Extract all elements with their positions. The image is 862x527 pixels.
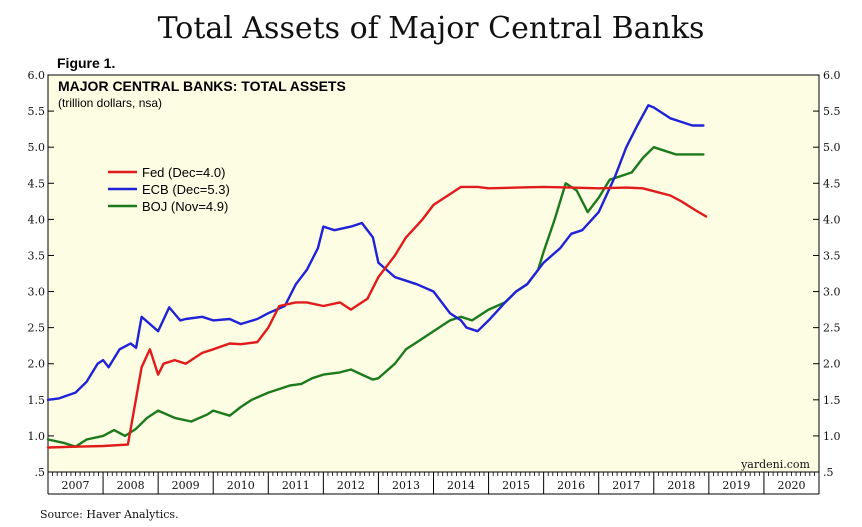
series-lines <box>46 104 708 449</box>
y-tick-label-left: 3.0 <box>28 286 46 299</box>
legend: Fed (Dec=4.0) ECB (Dec=5.3) BOJ (Nov=4.9) <box>108 165 230 214</box>
y-tick-label-left: 3.5 <box>28 249 46 262</box>
y-tick-label-right: 6.0 <box>823 69 841 82</box>
y-tick-label-left: 2.5 <box>28 322 46 335</box>
y-tick-label-right: 1.5 <box>823 394 841 407</box>
x-tick-label: 2008 <box>117 479 145 492</box>
x-tick-label: 2016 <box>557 479 585 492</box>
x-tick-label: 2019 <box>722 479 750 492</box>
series-line-boj <box>46 145 705 448</box>
y-tick-label-right: 3.0 <box>823 286 841 299</box>
x-tick-label: 2017 <box>612 479 640 492</box>
y-tick-label-right: 5.5 <box>823 105 841 118</box>
legend-label: BOJ (Nov=4.9) <box>142 199 228 214</box>
y-tick-label-left: .5 <box>35 466 46 479</box>
x-tick-label: 2013 <box>392 479 420 492</box>
x-tick-label: 2018 <box>667 479 695 492</box>
chart-title: MAJOR CENTRAL BANKS: TOTAL ASSETS <box>58 78 346 94</box>
x-tick-label: 2007 <box>62 479 90 492</box>
y-tick-label-left: 2.0 <box>28 358 46 371</box>
legend-label: ECB (Dec=5.3) <box>142 182 230 197</box>
y-tick-label-left: 4.0 <box>28 213 46 226</box>
source-note: Source: Haver Analytics. <box>40 508 179 521</box>
series-line-fed <box>46 185 708 449</box>
y-tick-label-right: .5 <box>823 466 834 479</box>
series-line-ecb <box>46 104 705 401</box>
y-tick-label-left: 1.0 <box>28 430 46 443</box>
x-axis: 2007 2008 2009 2010 2011 2012 2013 2014 2015 2016… <box>47 472 820 495</box>
legend-label: Fed (Dec=4.0) <box>142 165 225 180</box>
y-tick-label-right: 4.0 <box>823 213 841 226</box>
x-tick-label: 2009 <box>172 479 200 492</box>
page-title: Total Assets of Major Central Banks <box>158 11 705 46</box>
y-tick-label-right: 3.5 <box>823 249 841 262</box>
plot-area <box>47 74 820 473</box>
y-axis-right: .5 1.0 1.5 2.0 2.5 3.0 3.5 4.0 4.5 5.0 5.5 6.0 <box>813 69 841 479</box>
chart-subtitle: (trillion dollars, nsa) <box>58 96 162 110</box>
x-tick-label: 2010 <box>227 479 255 492</box>
x-tick-label: 2020 <box>777 479 805 492</box>
y-tick-label-left: 5.5 <box>28 105 46 118</box>
y-tick-label-left: 1.5 <box>28 394 46 407</box>
x-tick-label: 2015 <box>502 479 530 492</box>
y-axis-left: .5 1.0 1.5 2.0 2.5 3.0 3.5 4.0 4.5 5.0 5.5 6.0 <box>28 69 54 479</box>
y-tick-label-right: 5.0 <box>823 141 841 154</box>
figure-label: Figure 1. <box>57 55 115 71</box>
y-tick-label-right: 2.5 <box>823 322 841 335</box>
x-tick-label: 2014 <box>447 479 475 492</box>
brand-watermark: yardeni.com <box>740 458 810 471</box>
y-tick-label-right: 4.5 <box>823 177 841 190</box>
x-tick-label: 2012 <box>337 479 365 492</box>
x-tick-label: 2011 <box>282 479 310 492</box>
y-tick-label-left: 6.0 <box>28 69 46 82</box>
y-tick-label-right: 1.0 <box>823 430 841 443</box>
y-tick-label-right: 2.0 <box>823 358 841 371</box>
y-tick-label-left: 4.5 <box>28 177 46 190</box>
y-tick-label-left: 5.0 <box>28 141 46 154</box>
